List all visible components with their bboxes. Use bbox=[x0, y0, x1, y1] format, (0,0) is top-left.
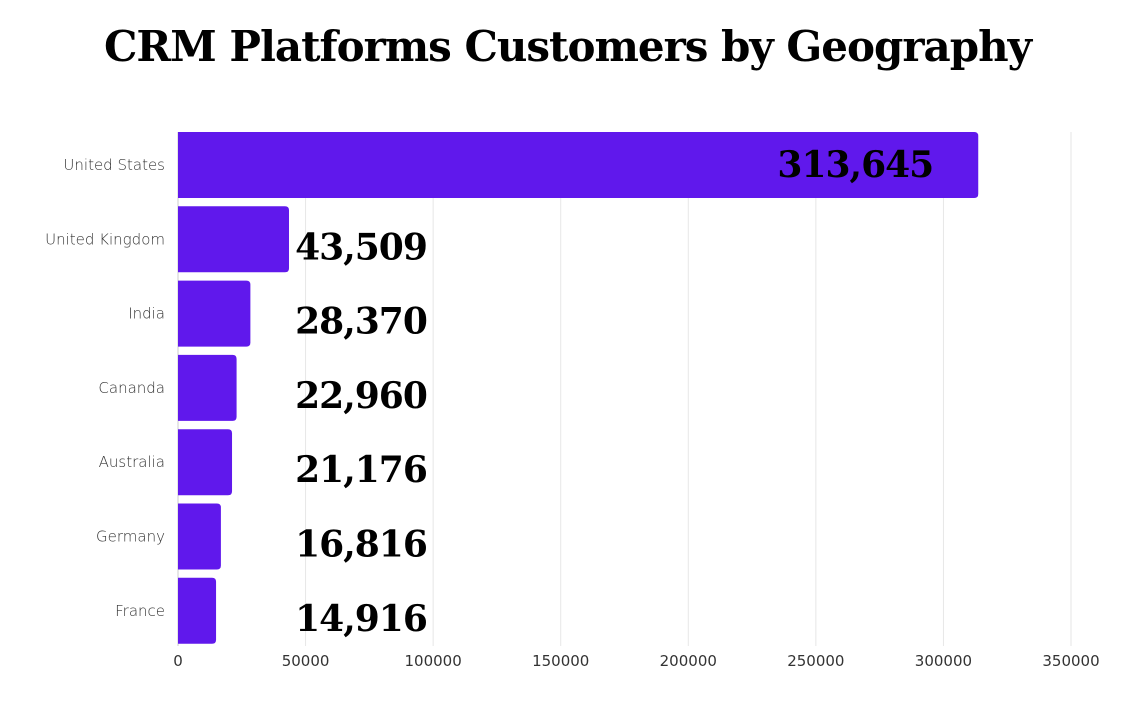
category-label: Australia bbox=[99, 453, 165, 471]
category-label: India bbox=[128, 305, 165, 323]
category-label: United Kingdom bbox=[45, 230, 165, 248]
x-tick-label: 50000 bbox=[282, 652, 330, 670]
data-label: 16,816 bbox=[295, 524, 427, 566]
chart-title: CRM Platforms Customers by Geography bbox=[103, 22, 1032, 71]
x-tick-label: 0 bbox=[173, 652, 183, 670]
bar bbox=[178, 503, 221, 570]
data-label: 28,370 bbox=[295, 301, 427, 343]
x-tick-label: 350000 bbox=[1042, 652, 1099, 670]
bar bbox=[178, 280, 251, 347]
category-label: Germany bbox=[96, 528, 165, 546]
bar bbox=[178, 577, 217, 644]
x-tick-label: 200000 bbox=[660, 652, 717, 670]
x-tick-label: 150000 bbox=[532, 652, 589, 670]
x-tick-label: 250000 bbox=[787, 652, 844, 670]
bar bbox=[178, 206, 290, 273]
category-label: United States bbox=[63, 156, 165, 174]
data-label: 21,176 bbox=[295, 449, 427, 491]
data-label: 43,509 bbox=[295, 226, 427, 268]
x-tick-label: 300000 bbox=[915, 652, 972, 670]
data-label: 313,645 bbox=[777, 144, 933, 186]
category-label: France bbox=[115, 602, 165, 620]
category-label: Cananda bbox=[98, 379, 165, 397]
bar bbox=[178, 429, 233, 496]
data-label: 14,916 bbox=[295, 598, 427, 640]
bar bbox=[178, 354, 237, 421]
bar bbox=[178, 132, 979, 198]
data-label: 22,960 bbox=[295, 375, 427, 417]
x-tick-label: 100000 bbox=[405, 652, 462, 670]
